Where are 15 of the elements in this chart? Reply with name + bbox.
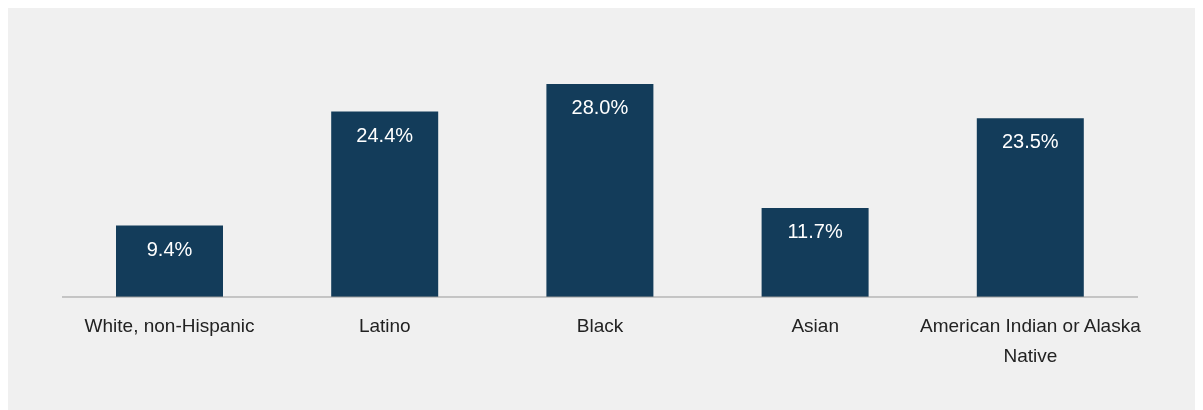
x-tick-label: White, non-Hispanic — [84, 315, 255, 337]
bar — [976, 118, 1084, 297]
bar — [331, 111, 439, 297]
data-label: 28.0% — [571, 96, 629, 119]
bar — [546, 84, 654, 297]
x-tick-label: American Indian or Alaska Native — [920, 315, 1142, 367]
data-label: 11.7% — [787, 220, 843, 243]
x-tick-label: Latino — [358, 315, 411, 337]
data-label: 9.4% — [146, 237, 193, 260]
bar — [761, 208, 869, 297]
data-label: 24.4% — [356, 123, 414, 146]
x-tick-label: Asian — [791, 315, 839, 337]
bar — [116, 225, 223, 297]
x-tick-label: Black — [576, 315, 624, 337]
data-label: 23.5% — [1001, 130, 1059, 153]
